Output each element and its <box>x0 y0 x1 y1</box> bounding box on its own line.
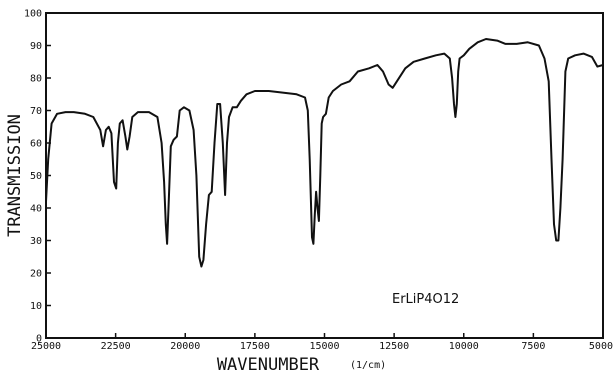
y-tick-label: 70 <box>30 106 42 117</box>
y-axis-title: TRANSMISSION <box>5 114 25 237</box>
x-tick-label: 20000 <box>170 341 200 352</box>
spectrum-series-line <box>45 38 604 268</box>
x-tick-label: 7500 <box>521 341 545 352</box>
x-axis-title: WAVENUMBER <box>217 355 320 375</box>
x-tick-label: 12500 <box>379 341 409 352</box>
y-tick-label: 20 <box>30 269 42 280</box>
y-tick-label: 80 <box>30 74 42 85</box>
y-tick-label: 0 <box>36 334 42 345</box>
y-tick-label: 60 <box>30 139 42 150</box>
x-tick-label: 25000 <box>31 341 61 352</box>
x-axis-unit: (1/cm) <box>350 360 386 371</box>
sample-annotation: ErLiP4O12 <box>392 292 459 307</box>
y-tick-label: 30 <box>30 236 42 247</box>
y-tick-label: 100 <box>24 9 42 20</box>
y-tick-label: 90 <box>30 41 42 52</box>
x-tick-label: 10000 <box>449 341 479 352</box>
x-tick-label: 17500 <box>240 341 270 352</box>
y-tick-label: 40 <box>30 204 42 215</box>
x-tick-label: 22500 <box>101 341 131 352</box>
x-tick-label: 15000 <box>309 341 339 352</box>
y-tick-label: 10 <box>30 301 42 312</box>
ticks-layer: 0 10 20 30 40 50 60 70 80 90 100 25000 22500 20000 175… <box>24 9 613 353</box>
plot-frame <box>45 12 604 339</box>
x-tick-label: 5000 <box>589 341 613 352</box>
y-tick-label: 50 <box>30 171 42 182</box>
